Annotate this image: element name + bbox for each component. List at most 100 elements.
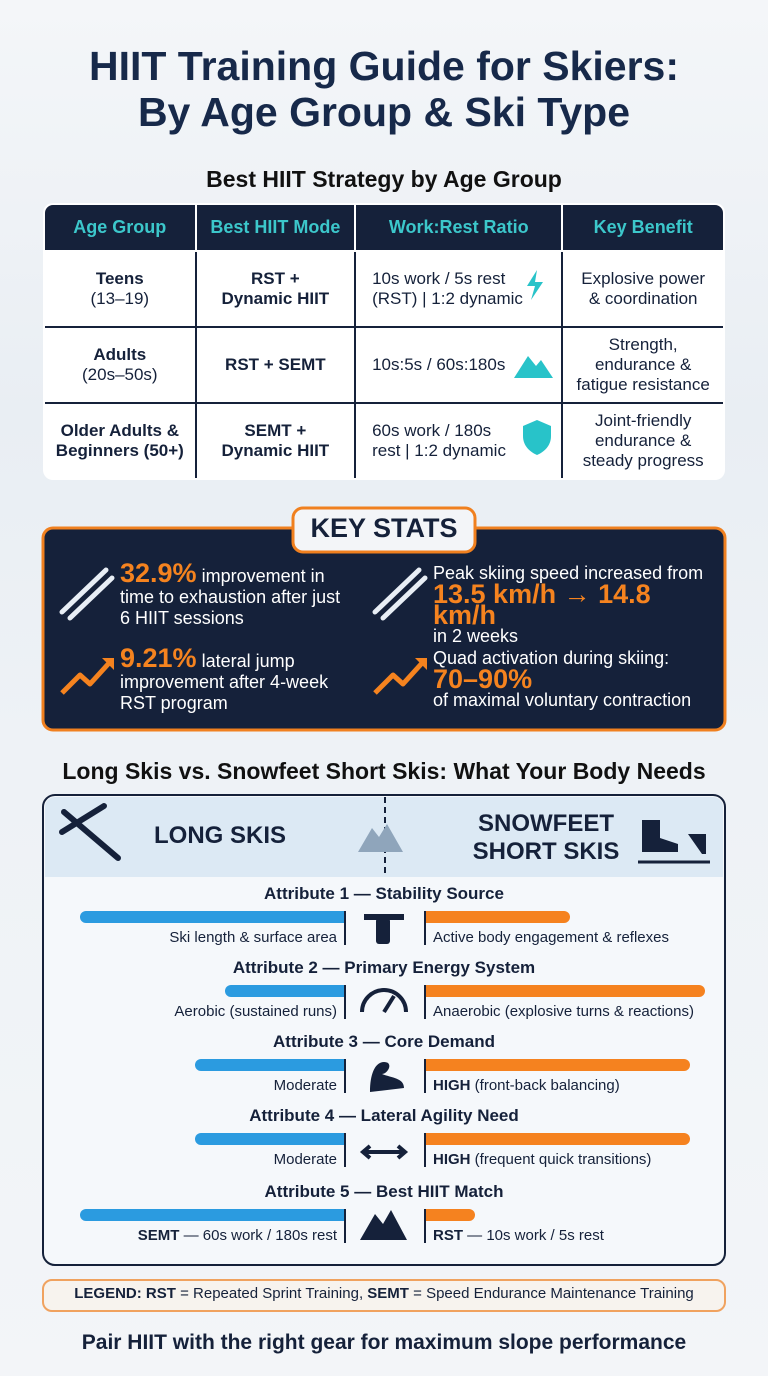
- left-bar: [195, 1059, 345, 1071]
- key-stats-heading: KEY STATS: [310, 513, 458, 543]
- cell-line: Teens: [95, 269, 144, 288]
- left-bar: [225, 985, 345, 997]
- divider: [424, 1059, 426, 1093]
- stat-value: 32.9%: [120, 558, 197, 588]
- short-skis-title: SNOWFEET SHORT SKIS: [446, 810, 646, 866]
- left-bar: [80, 911, 345, 923]
- divider: [424, 985, 426, 1019]
- left-label: Moderate: [60, 1151, 337, 1168]
- cell-line: Dynamic HIIT: [221, 289, 330, 308]
- left-bar: [80, 1209, 345, 1221]
- label-text: — 10s work / 5s rest: [463, 1227, 604, 1244]
- label-text: Anaerobic (explosive turns & reactions): [433, 1003, 694, 1020]
- left-bar: [195, 1133, 345, 1145]
- right-label: Active body engagement & reflexes: [433, 929, 733, 946]
- cell-line: 10s:5s / 60s:180s: [372, 355, 506, 374]
- column-header: Key Benefit: [561, 205, 723, 252]
- stat-text: lateral jump improvement after 4-week RS…: [120, 651, 329, 713]
- right-label: HIGH (front-back balancing): [433, 1077, 733, 1094]
- stat-text: of maximal voluntary contraction: [433, 690, 692, 710]
- label-text: = Repeated Sprint Training,: [175, 1285, 368, 1302]
- title-line: SHORT SKIS: [472, 838, 620, 865]
- stat-value: 70–90%: [433, 664, 533, 694]
- left-label: Moderate: [60, 1077, 337, 1094]
- table-cell: Older Adults & Beginners (50+): [45, 402, 197, 478]
- cell-line: steady progress: [582, 451, 704, 470]
- divider: [424, 911, 426, 945]
- label-text: (frequent quick transitions): [470, 1151, 652, 1168]
- label-strong: HIGH: [433, 1151, 471, 1168]
- cell-line: RST +: [251, 269, 300, 288]
- title: HIIT Training Guide for Skiers:: [88, 43, 680, 89]
- right-label: HIGH (frequent quick transitions): [433, 1151, 733, 1168]
- label-text: = Speed Endurance Maintenance Training: [408, 1285, 694, 1302]
- long-skis-title: LONG SKIS: [153, 822, 286, 849]
- label-strong: LEGEND: RST: [74, 1285, 176, 1302]
- label-text: (front-back balancing): [470, 1077, 620, 1094]
- table-cell: RST + SEMT: [194, 326, 357, 404]
- label-text: Moderate: [273, 1151, 337, 1168]
- attribute-title: Attribute 1 — Stability Source: [264, 884, 504, 903]
- label-text: Active body engagement & reflexes: [433, 929, 669, 946]
- column-header: Work:Rest Ratio: [354, 205, 564, 252]
- stat: Peak skiing speed increased from 13.5 km/…: [433, 563, 718, 647]
- stat: 9.21% lateral jump improvement after 4-w…: [120, 645, 350, 714]
- stat-text: improvement in time to exhaustion after …: [120, 566, 341, 628]
- divider: [424, 1133, 426, 1167]
- stat-text: Quad activation during skiing:: [433, 648, 670, 668]
- divider: [344, 985, 346, 1019]
- stat-value: 13.5 km/h → 14.8 km/h: [433, 579, 651, 630]
- left-label: Aerobic (sustained runs): [60, 1003, 337, 1020]
- cell-line: rest | 1:2 dynamic: [372, 441, 506, 460]
- attribute-title: Attribute 3 — Core Demand: [273, 1032, 495, 1051]
- divider: [344, 1059, 346, 1093]
- cell-line: fatigue resistance: [576, 375, 710, 394]
- table-cell: Strength, endurance & fatigue resistance: [561, 326, 723, 404]
- label-text: Moderate: [273, 1077, 337, 1094]
- table-cell: Explosive power & coordination: [561, 250, 723, 328]
- stat: 32.9% improvement in time to exhaustion …: [120, 560, 350, 629]
- cell-line: 10s work / 5s rest: [372, 269, 506, 288]
- right-bar: [425, 1133, 690, 1145]
- cell-line: Beginners (50+): [55, 441, 184, 460]
- cell-line: Older Adults &: [60, 421, 179, 440]
- left-label: Ski length & surface area: [60, 929, 337, 946]
- divider: [344, 1133, 346, 1167]
- footer: Pair HIIT with the right gear for maximu…: [81, 1331, 687, 1354]
- cell-line: endurance &: [594, 431, 692, 450]
- right-label: Anaerobic (explosive turns & reactions): [433, 1003, 733, 1020]
- cell-line: 60s work / 180s: [372, 421, 492, 440]
- column-header: Age Group: [45, 205, 197, 252]
- attribute-title: Attribute 4 — Lateral Agility Need: [249, 1106, 519, 1125]
- right-bar: [425, 1059, 690, 1071]
- label-strong: SEMT: [367, 1285, 409, 1302]
- cell-line: Explosive power: [581, 269, 706, 288]
- cell-line: endurance &: [594, 355, 692, 374]
- left-label: SEMT — 60s work / 180s rest: [60, 1227, 337, 1244]
- cell-line: & coordination: [588, 289, 698, 308]
- title: By Age Group & Ski Type: [137, 89, 631, 135]
- cell-line: (20s–50s): [82, 365, 158, 384]
- table-cell: RST + Dynamic HIIT: [194, 250, 357, 328]
- divider: [424, 1209, 426, 1243]
- cell-line: Adults: [93, 345, 147, 364]
- label-text: Aerobic (sustained runs): [174, 1003, 337, 1020]
- right-label: RST — 10s work / 5s rest: [433, 1227, 733, 1244]
- label-strong: HIGH: [433, 1077, 471, 1094]
- age-table: Age Group Best HIIT Mode Work:Rest Ratio Ke…: [43, 203, 725, 480]
- table-row: Teens (13–19) RST + Dynamic HIIT 10s work / …: [45, 250, 723, 328]
- cell-line: Strength,: [608, 335, 678, 354]
- cell-line: SEMT +: [244, 421, 307, 440]
- stat-value: 9.21%: [120, 643, 197, 673]
- label-text: — 60s work / 180s rest: [179, 1227, 337, 1244]
- right-bar: [425, 1209, 475, 1221]
- label-text: Ski length & surface area: [169, 929, 337, 946]
- section-heading: Best HIIT Strategy by Age Group: [206, 166, 562, 192]
- table-cell: Adults (20s–50s): [45, 326, 197, 404]
- right-bar: [425, 985, 705, 997]
- cell-line: RST + SEMT: [225, 355, 326, 374]
- table-cell: SEMT + Dynamic HIIT: [194, 402, 357, 478]
- section-heading: Long Skis vs. Snowfeet Short Skis: What …: [62, 758, 706, 784]
- stat-text: in 2 weeks: [433, 626, 519, 646]
- table-cell: Joint-friendly endurance & steady progress: [561, 402, 723, 478]
